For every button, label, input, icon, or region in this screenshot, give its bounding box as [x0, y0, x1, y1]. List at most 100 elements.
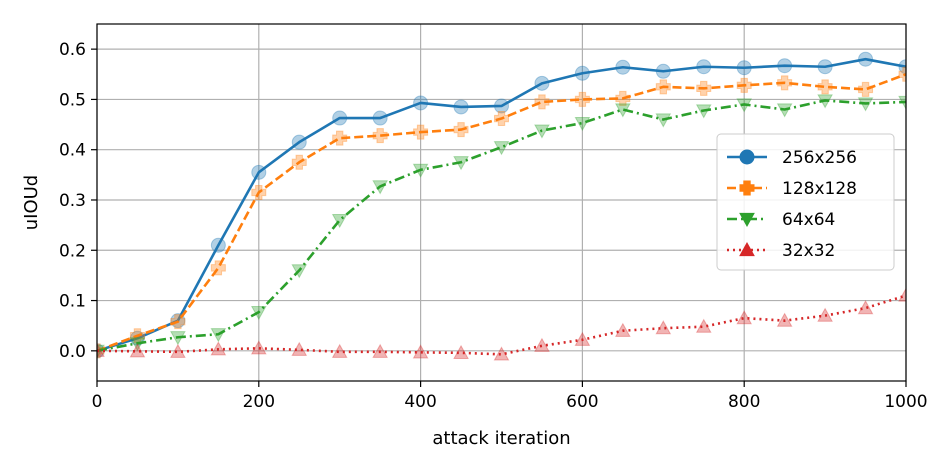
data-point-64x64	[574, 116, 591, 132]
data-point-64x64	[129, 337, 146, 352]
data-point-128x128	[372, 128, 388, 144]
y-tick-label: 0.3	[59, 191, 86, 211]
data-point-32x32	[776, 312, 793, 327]
data-point-64x64	[736, 98, 753, 113]
data-point-128x128	[574, 91, 590, 107]
data-point-32x32	[898, 287, 906, 302]
data-point-32x32	[695, 318, 712, 333]
x-tick-label: 200	[243, 392, 275, 412]
data-point-32x32	[453, 344, 469, 359]
data-point-64x64	[412, 163, 429, 178]
series-line-128x128	[97, 73, 906, 353]
data-point-256x256	[494, 98, 509, 114]
data-point-32x32	[534, 337, 550, 352]
y-tick-label: 0.1	[59, 292, 86, 312]
data-point-32x32	[857, 300, 874, 315]
x-axis-label: attack iteration	[432, 428, 570, 449]
data-point-64x64	[170, 331, 186, 346]
data-point-128x128	[655, 79, 671, 95]
data-point-128x128	[413, 124, 429, 140]
data-point-32x32	[412, 344, 429, 359]
data-point-128x128	[777, 75, 793, 91]
legend-marker-64x64	[739, 212, 755, 228]
series-layer	[97, 51, 906, 361]
data-point-128x128	[210, 260, 226, 276]
y-axis-label: uIOUd	[21, 175, 42, 231]
y-tick-label: 0.0	[59, 342, 86, 362]
data-point-64x64	[695, 104, 712, 119]
y-tick-label: 0.4	[59, 141, 86, 161]
data-point-128x128	[494, 111, 509, 127]
data-point-64x64	[291, 264, 308, 279]
data-point-256x256	[615, 59, 631, 75]
data-point-64x64	[817, 94, 833, 109]
data-point-32x32	[170, 343, 186, 358]
data-point-32x32	[250, 340, 267, 355]
data-point-256x256	[332, 110, 348, 126]
data-point-64x64	[493, 141, 510, 156]
data-point-64x64	[97, 344, 105, 359]
data-point-256x256	[534, 75, 550, 91]
data-point-32x32	[372, 343, 388, 358]
data-point-256x256	[858, 51, 874, 67]
y-tick-label: 0.2	[59, 241, 86, 261]
data-point-256x256	[655, 63, 671, 79]
legend: 256x256 128x128 64x64 32x32	[716, 133, 895, 271]
data-point-128x128	[332, 130, 348, 146]
data-point-64x64	[453, 156, 469, 171]
data-point-32x32	[97, 342, 105, 357]
data-point-64x64	[372, 180, 388, 195]
data-point-32x32	[574, 331, 591, 346]
data-point-64x64	[615, 103, 631, 118]
data-point-256x256	[898, 59, 906, 75]
data-point-128x128	[453, 122, 469, 138]
axis-ticks: 0 200 400 600 800 1000 0.0 0.1 0.2 0.3 0.4 0.5 0.6	[59, 40, 928, 412]
x-tick-label: 1000	[884, 392, 927, 412]
legend-marker-32x32	[739, 241, 755, 257]
x-tick-label: 400	[404, 392, 436, 412]
data-point-256x256	[777, 58, 793, 74]
data-point-256x256	[251, 164, 267, 180]
data-point-128x128	[291, 154, 307, 170]
data-point-128x128	[817, 79, 833, 95]
data-point-128x128	[534, 94, 550, 110]
data-point-64x64	[210, 328, 227, 343]
legend-label-64x64: 64x64	[782, 210, 835, 230]
data-point-32x32	[493, 346, 510, 361]
data-point-128x128	[615, 90, 631, 106]
data-point-256x256	[736, 60, 752, 76]
x-tick-label: 0	[92, 392, 103, 412]
data-point-64x64	[655, 113, 672, 128]
legend-box	[716, 133, 895, 271]
data-point-64x64	[534, 124, 550, 139]
legend-marker-128x128	[739, 180, 755, 196]
series-256x256	[97, 51, 906, 359]
data-point-256x256	[413, 95, 429, 111]
legend-label-128x128: 128x128	[782, 179, 857, 199]
data-point-256x256	[372, 110, 388, 126]
data-point-32x32	[736, 310, 753, 325]
data-point-64x64	[250, 306, 267, 321]
data-point-32x32	[210, 341, 227, 356]
data-point-32x32	[291, 341, 308, 356]
data-point-128x128	[170, 314, 186, 330]
data-point-128x128	[736, 77, 752, 93]
data-point-64x64	[331, 213, 348, 229]
plot-frame	[96, 23, 907, 382]
series-128x128	[97, 66, 906, 359]
data-point-256x256	[696, 59, 712, 75]
legend-label-256x256: 256x256	[782, 148, 857, 168]
data-point-128x128	[696, 80, 712, 96]
x-tick-label: 600	[566, 392, 598, 412]
series-line-256x256	[97, 57, 906, 353]
legend-label-32x32: 32x32	[782, 241, 835, 261]
data-point-32x32	[655, 320, 672, 335]
data-point-128x128	[251, 184, 267, 200]
data-point-128x128	[858, 81, 874, 97]
legend-marker-256x256	[739, 149, 755, 165]
series-64x64	[97, 94, 906, 359]
data-point-256x256	[817, 59, 833, 75]
data-point-256x256	[574, 65, 590, 81]
data-point-32x32	[817, 307, 833, 322]
